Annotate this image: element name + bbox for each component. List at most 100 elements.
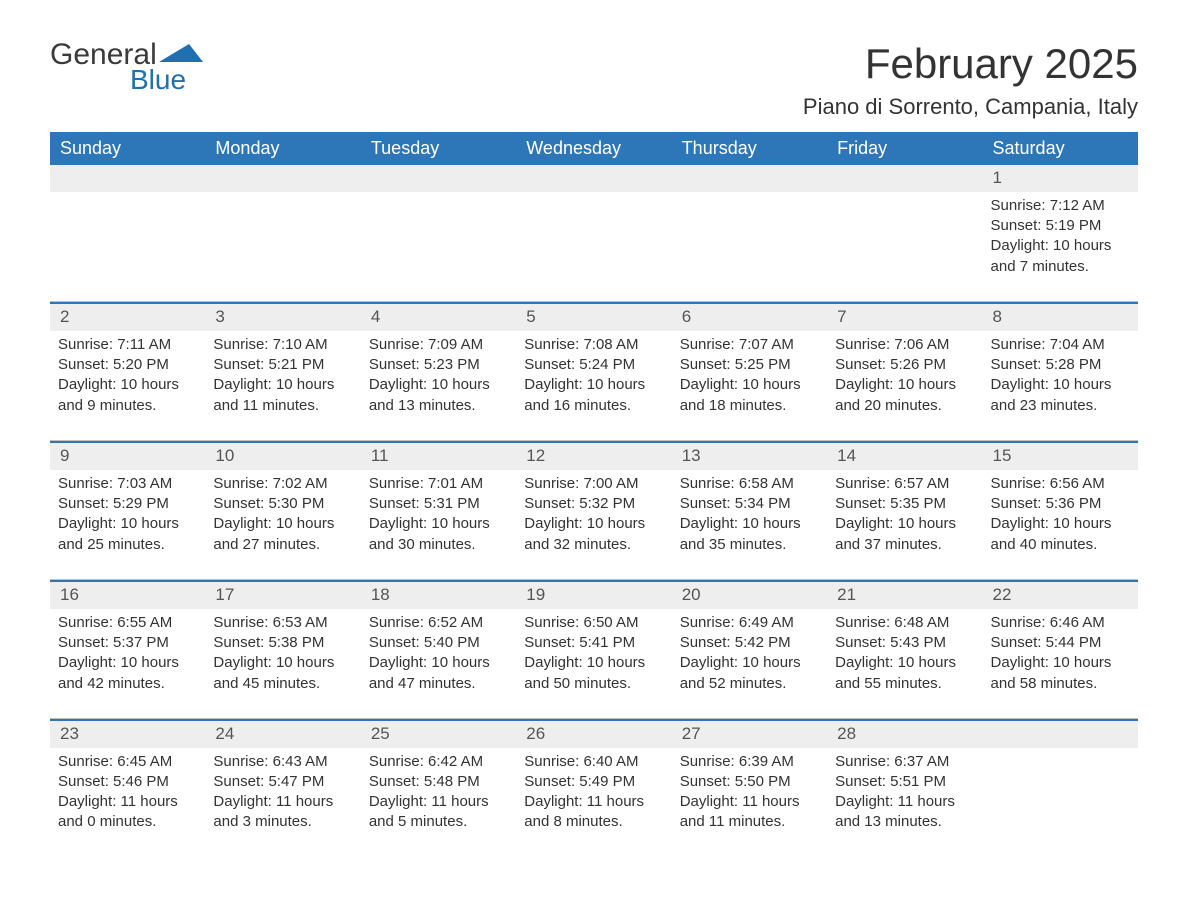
sunrise-text: Sunrise: 6:52 AM bbox=[369, 613, 508, 633]
sunrise-text: Sunrise: 6:58 AM bbox=[680, 474, 819, 494]
weekday-header: Sunday bbox=[50, 132, 205, 165]
day-number: 11 bbox=[367, 443, 510, 470]
day-number: 24 bbox=[211, 721, 354, 748]
daylight-text: Daylight: 10 hours and 11 minutes. bbox=[213, 375, 352, 416]
day-number-cell: 4 bbox=[361, 303, 516, 331]
day-cell bbox=[827, 192, 982, 302]
day-number: 18 bbox=[367, 582, 510, 609]
daylight-text: Daylight: 10 hours and 23 minutes. bbox=[991, 375, 1130, 416]
sunset-text: Sunset: 5:46 PM bbox=[58, 772, 197, 792]
daylight-text: Daylight: 10 hours and 42 minutes. bbox=[58, 653, 197, 694]
day-content: Sunrise: 7:12 AMSunset: 5:19 PMDaylight:… bbox=[989, 192, 1132, 277]
day-content: Sunrise: 6:49 AMSunset: 5:42 PMDaylight:… bbox=[678, 609, 821, 694]
sunrise-text: Sunrise: 6:43 AM bbox=[213, 752, 352, 772]
day-content-row: Sunrise: 6:45 AMSunset: 5:46 PM Daylight:… bbox=[50, 748, 1138, 857]
day-number-cell bbox=[361, 165, 516, 192]
daylight-text: Daylight: 10 hours and 35 minutes. bbox=[680, 514, 819, 555]
day-number-cell: 28 bbox=[827, 720, 982, 748]
sunrise-text: Sunrise: 7:11 AM bbox=[58, 335, 197, 355]
day-number: 1 bbox=[989, 165, 1132, 192]
day-cell: Sunrise: 6:39 AMSunset: 5:50 PMDaylight:… bbox=[672, 748, 827, 857]
sunrise-text: Sunrise: 6:42 AM bbox=[369, 752, 508, 772]
daylight-text: Daylight: 10 hours and 30 minutes. bbox=[369, 514, 508, 555]
daylight-text: Daylight: 10 hours and 27 minutes. bbox=[213, 514, 352, 555]
day-cell: Sunrise: 6:43 AMSunset: 5:47 PMDaylight:… bbox=[205, 748, 360, 857]
day-number: 19 bbox=[522, 582, 665, 609]
sunset-text: Sunset: 5:47 PM bbox=[213, 772, 352, 792]
day-content: Sunrise: 7:03 AMSunset: 5:29 PMDaylight:… bbox=[56, 470, 199, 555]
day-cell bbox=[983, 748, 1138, 857]
day-content: Sunrise: 6:53 AMSunset: 5:38 PMDaylight:… bbox=[211, 609, 354, 694]
day-cell: Sunrise: 7:10 AMSunset: 5:21 PMDaylight:… bbox=[205, 331, 360, 441]
day-number-cell: 25 bbox=[361, 720, 516, 748]
day-content: Sunrise: 7:09 AMSunset: 5:23 PMDaylight:… bbox=[367, 331, 510, 416]
daylight-text: Daylight: 10 hours and 25 minutes. bbox=[58, 514, 197, 555]
day-cell: Sunrise: 7:04 AMSunset: 5:28 PMDaylight:… bbox=[983, 331, 1138, 441]
day-number-cell: 26 bbox=[516, 720, 671, 748]
sunset-text: Sunset: 5:38 PM bbox=[213, 633, 352, 653]
day-content: Sunrise: 7:10 AMSunset: 5:21 PMDaylight:… bbox=[211, 331, 354, 416]
logo-text-bottom: Blue bbox=[50, 66, 203, 94]
day-number-row: 9101112131415 bbox=[50, 442, 1138, 470]
day-cell: Sunrise: 7:03 AMSunset: 5:29 PMDaylight:… bbox=[50, 470, 205, 580]
day-cell: Sunrise: 7:00 AMSunset: 5:32 PMDaylight:… bbox=[516, 470, 671, 580]
day-number: 14 bbox=[833, 443, 976, 470]
day-content: Sunrise: 7:06 AMSunset: 5:26 PMDaylight:… bbox=[833, 331, 976, 416]
sunset-text: Sunset: 5:42 PM bbox=[680, 633, 819, 653]
day-number: 12 bbox=[522, 443, 665, 470]
day-number-cell: 7 bbox=[827, 303, 982, 331]
day-number: 28 bbox=[833, 721, 976, 748]
day-content: Sunrise: 6:52 AMSunset: 5:40 PMDaylight:… bbox=[367, 609, 510, 694]
location-subtitle: Piano di Sorrento, Campania, Italy bbox=[803, 94, 1138, 120]
weekday-header: Wednesday bbox=[516, 132, 671, 165]
day-cell: Sunrise: 6:56 AMSunset: 5:36 PMDaylight:… bbox=[983, 470, 1138, 580]
day-number-cell: 17 bbox=[205, 581, 360, 609]
day-number: 7 bbox=[833, 304, 976, 331]
day-number: 6 bbox=[678, 304, 821, 331]
day-number-cell: 19 bbox=[516, 581, 671, 609]
day-content: Sunrise: 6:57 AMSunset: 5:35 PMDaylight:… bbox=[833, 470, 976, 555]
day-cell: Sunrise: 6:52 AMSunset: 5:40 PMDaylight:… bbox=[361, 609, 516, 719]
sunrise-text: Sunrise: 7:01 AM bbox=[369, 474, 508, 494]
daylight-text: Daylight: 10 hours and 16 minutes. bbox=[524, 375, 663, 416]
day-content: Sunrise: 6:43 AMSunset: 5:47 PMDaylight:… bbox=[211, 748, 354, 833]
daylight-text: Daylight: 10 hours and 7 minutes. bbox=[991, 236, 1130, 277]
day-content: Sunrise: 6:42 AMSunset: 5:48 PMDaylight:… bbox=[367, 748, 510, 833]
daylight-text: Daylight: 11 hours and 13 minutes. bbox=[835, 792, 974, 833]
day-number: 25 bbox=[367, 721, 510, 748]
page-header: General Blue February 2025 Piano di Sorr… bbox=[50, 40, 1138, 120]
day-number: 4 bbox=[367, 304, 510, 331]
sunset-text: Sunset: 5:21 PM bbox=[213, 355, 352, 375]
day-number-cell: 2 bbox=[50, 303, 205, 331]
daylight-text: Daylight: 10 hours and 52 minutes. bbox=[680, 653, 819, 694]
day-number: 2 bbox=[56, 304, 199, 331]
sunset-text: Sunset: 5:25 PM bbox=[680, 355, 819, 375]
day-number-cell bbox=[983, 720, 1138, 748]
sunset-text: Sunset: 5:44 PM bbox=[991, 633, 1130, 653]
day-number-cell: 8 bbox=[983, 303, 1138, 331]
daylight-text: Daylight: 10 hours and 9 minutes. bbox=[58, 375, 197, 416]
day-content: Sunrise: 7:07 AMSunset: 5:25 PMDaylight:… bbox=[678, 331, 821, 416]
day-content: Sunrise: 7:04 AMSunset: 5:28 PMDaylight:… bbox=[989, 331, 1132, 416]
sunset-text: Sunset: 5:24 PM bbox=[524, 355, 663, 375]
sunrise-text: Sunrise: 7:10 AM bbox=[213, 335, 352, 355]
day-number-row: 16171819202122 bbox=[50, 581, 1138, 609]
day-number-cell: 23 bbox=[50, 720, 205, 748]
day-content: Sunrise: 6:45 AMSunset: 5:46 PMDaylight:… bbox=[56, 748, 199, 833]
day-number-cell: 24 bbox=[205, 720, 360, 748]
day-number: 20 bbox=[678, 582, 821, 609]
day-cell: Sunrise: 7:12 AMSunset: 5:19 PMDaylight:… bbox=[983, 192, 1138, 302]
day-number: 8 bbox=[989, 304, 1132, 331]
day-content-row: Sunrise: 7:11 AMSunset: 5:20 PMDaylight:… bbox=[50, 331, 1138, 441]
sunset-text: Sunset: 5:49 PM bbox=[524, 772, 663, 792]
day-cell bbox=[50, 192, 205, 302]
day-number-cell: 6 bbox=[672, 303, 827, 331]
sunset-text: Sunset: 5:29 PM bbox=[58, 494, 197, 514]
sunrise-text: Sunrise: 6:45 AM bbox=[58, 752, 197, 772]
sunset-text: Sunset: 5:41 PM bbox=[524, 633, 663, 653]
day-number-cell: 22 bbox=[983, 581, 1138, 609]
day-cell: Sunrise: 7:11 AMSunset: 5:20 PMDaylight:… bbox=[50, 331, 205, 441]
day-content: Sunrise: 7:01 AMSunset: 5:31 PMDaylight:… bbox=[367, 470, 510, 555]
title-block: February 2025 Piano di Sorrento, Campani… bbox=[803, 40, 1138, 120]
day-cell: Sunrise: 6:45 AMSunset: 5:46 PMDaylight:… bbox=[50, 748, 205, 857]
